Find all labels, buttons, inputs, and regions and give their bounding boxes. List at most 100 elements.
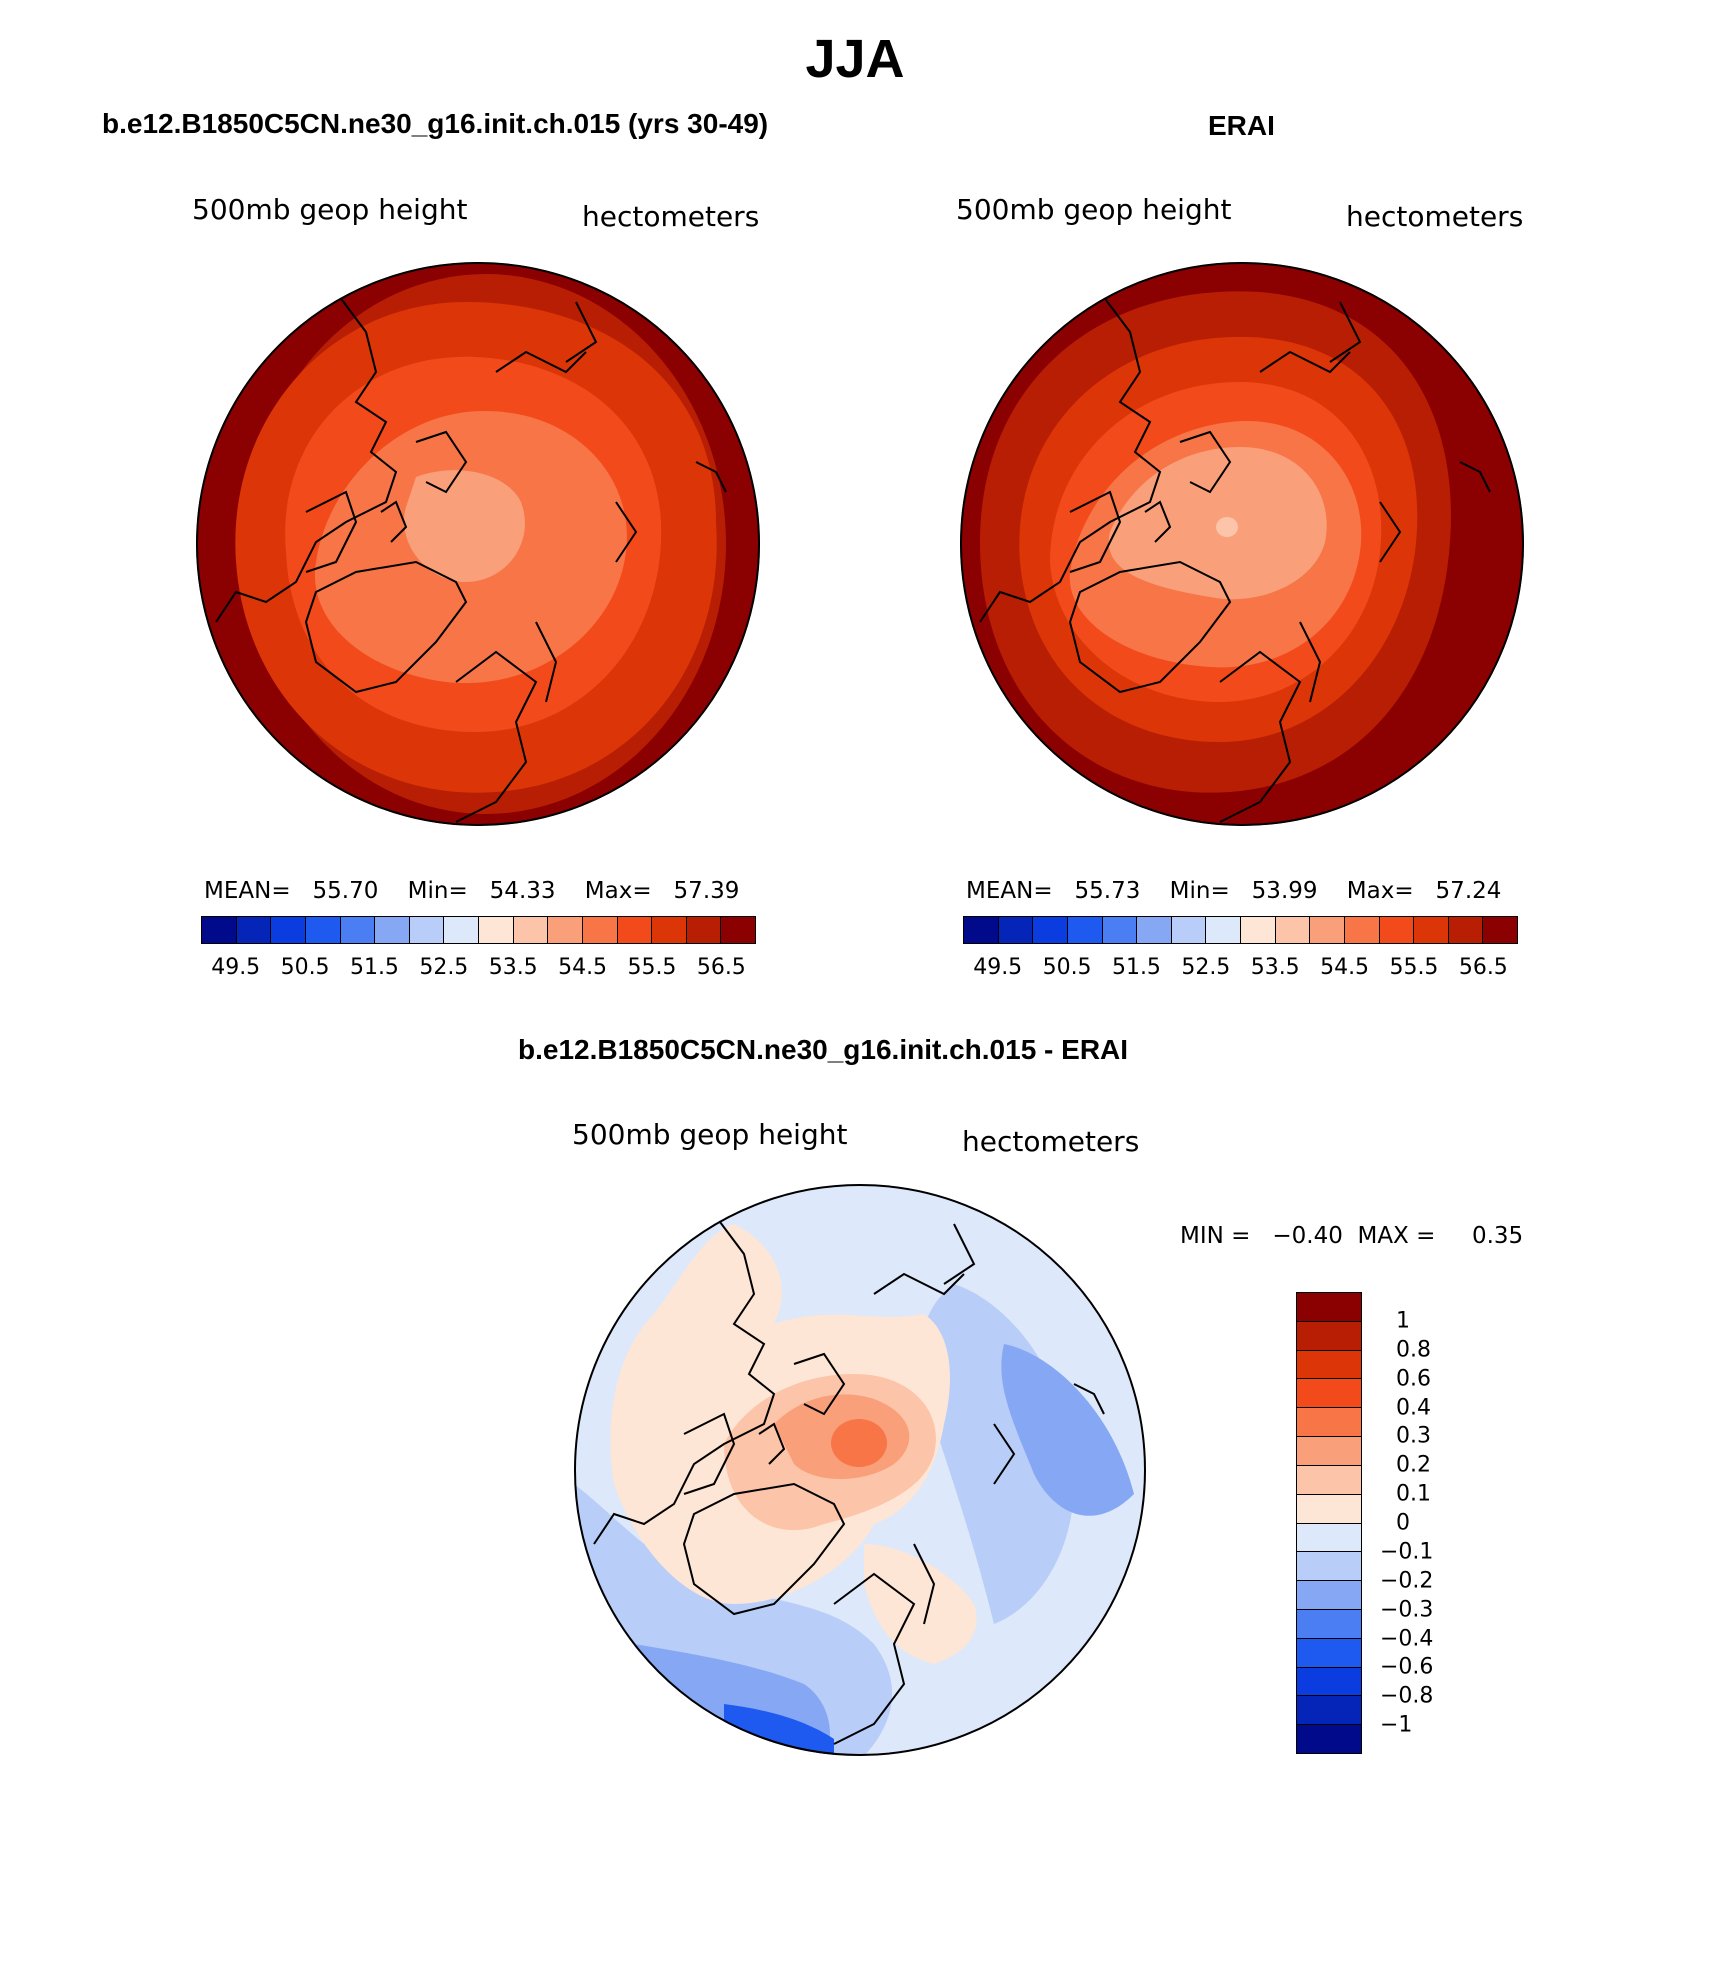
panel1-units: hectometers: [582, 200, 760, 233]
panel2-max-label: Max=: [1346, 878, 1414, 904]
panel3-min-label: MIN =: [1180, 1223, 1251, 1249]
colorbar-level-label: −0.1: [1380, 1539, 1434, 1565]
panel2-title: ERAI: [1208, 110, 1275, 141]
panel3-region-0-to-0-1-scandinavia: [864, 1544, 977, 1664]
colorbar-tick-label: 50.5: [280, 955, 330, 980]
panel1-variable: 500mb geop height: [192, 193, 468, 226]
colorbar-level-label: −1: [1380, 1712, 1413, 1738]
panel3-title: b.e12.B1850C5CN.ne30_g16.init.ch.015 - E…: [518, 1034, 1129, 1065]
colorbar-level-label: −0.3: [1380, 1597, 1434, 1623]
panel3-coastlines: [593, 1213, 1105, 1745]
colorbar-level-label: 0.2: [1396, 1452, 1431, 1478]
colorbar-swatch: [1297, 1437, 1361, 1466]
colorbar-swatch: [1483, 917, 1517, 943]
colorbar-tick-label: 51.5: [1111, 955, 1161, 980]
colorbar-level-label: −0.8: [1380, 1683, 1434, 1709]
colorbar-swatch: [1297, 1609, 1361, 1639]
colorbar-swatch: [1297, 1667, 1361, 1697]
panel2-colorbar-ticks: 49.5 50.5 51.5 52.5 53.5 54.5 55.5 56.5: [963, 955, 1518, 985]
colorbar-level-label: −0.2: [1380, 1568, 1434, 1594]
panel3-max-label: MAX =: [1357, 1223, 1436, 1249]
colorbar-swatch: [1297, 1552, 1361, 1582]
colorbar-tick-label: 56.5: [696, 955, 746, 980]
colorbar-tick-label: 49.5: [973, 955, 1023, 980]
colorbar-tick-label: 55.5: [1389, 955, 1439, 980]
panel3-colorbar: [1296, 1292, 1362, 1754]
panel3-colorbar-labels: 1 0.8 0.6 0.4 0.3 0.2 0.1 0 −0.1 −0.2 −0.3 −0.4 −0.6…: [1380, 1292, 1500, 1754]
panel3-min-value: −0.40: [1272, 1223, 1343, 1249]
colorbar-tick-label: 50.5: [1042, 955, 1092, 980]
colorbar-swatch: [1414, 917, 1449, 943]
colorbar-swatch: [1137, 917, 1172, 943]
colorbar-swatch: [1344, 917, 1380, 943]
colorbar-tick-label: 52.5: [1181, 955, 1231, 980]
colorbar-level-label: −0.4: [1380, 1626, 1434, 1651]
colorbar-swatch: [409, 917, 445, 943]
colorbar-swatch: [1033, 917, 1068, 943]
panel1-contour-54-0: [404, 470, 525, 582]
panel1-colorbar: [201, 916, 756, 944]
colorbar-swatch: [444, 917, 479, 943]
colorbar-swatch: [1297, 1494, 1361, 1524]
panel1-title: b.e12.B1850C5CN.ne30_g16.init.ch.015 (yr…: [102, 108, 769, 139]
colorbar-tick-label: 51.5: [349, 955, 399, 980]
colorbar-swatch: [1275, 917, 1311, 943]
colorbar-swatch: [1297, 1725, 1361, 1753]
colorbar-level-label: 0.6: [1396, 1366, 1431, 1392]
colorbar-swatch: [1297, 1638, 1361, 1668]
colorbar-swatch: [1297, 1523, 1361, 1553]
colorbar-swatch: [375, 917, 410, 943]
panel2-variable: 500mb geop height: [956, 193, 1232, 226]
colorbar-level-label: 0.3: [1396, 1423, 1431, 1449]
colorbar-swatch: [582, 917, 618, 943]
panel2-min-label: Min=: [1169, 878, 1230, 904]
colorbar-swatch: [1297, 1350, 1361, 1380]
colorbar-swatch: [513, 917, 549, 943]
colorbar-level-label: 0: [1396, 1510, 1410, 1536]
colorbar-swatch: [1102, 917, 1138, 943]
panel3-units: hectometers: [962, 1125, 1140, 1158]
colorbar-tick-label: 56.5: [1458, 955, 1508, 980]
colorbar-swatch: [305, 917, 341, 943]
panel3-max-value: 0.35: [1471, 1223, 1524, 1249]
colorbar-swatch: [1297, 1465, 1361, 1495]
colorbar-swatch: [1241, 917, 1276, 943]
colorbar-level-label: 0.8: [1396, 1337, 1431, 1363]
colorbar-tick-label: 53.5: [488, 955, 538, 980]
colorbar-swatch: [340, 917, 376, 943]
colorbar-swatch: [1067, 917, 1103, 943]
colorbar-level-label: 0.4: [1396, 1395, 1431, 1420]
panel3-minmax: MIN = −0.40 MAX = 0.35: [1180, 1223, 1523, 1249]
colorbar-swatch: [1297, 1293, 1361, 1322]
colorbar-swatch: [617, 917, 653, 943]
colorbar-swatch: [479, 917, 514, 943]
colorbar-swatch: [1206, 917, 1241, 943]
panel2-coastlines: [979, 291, 1491, 823]
colorbar-swatch: [271, 917, 306, 943]
panel1-mean-value: 55.70: [312, 878, 379, 904]
colorbar-level-label: 1: [1396, 1308, 1410, 1334]
panel1-colorbar-ticks: 49.5 50.5 51.5 52.5 53.5 54.5 55.5 56.5: [201, 955, 756, 985]
figure-title: JJA: [805, 29, 905, 89]
colorbar-swatch: [202, 917, 237, 943]
panel3-region-0-3-to-0-4: [831, 1419, 887, 1467]
panel3-variable: 500mb geop height: [572, 1118, 848, 1151]
colorbar-swatch: [548, 917, 583, 943]
panel1-mean-label: MEAN=: [204, 878, 291, 904]
colorbar-tick-label: 55.5: [627, 955, 677, 980]
colorbar-level-label: 0.1: [1396, 1481, 1431, 1507]
panel2-stats: MEAN= 55.73 Min= 53.99 Max= 57.24: [966, 878, 1501, 904]
colorbar-swatch: [1297, 1379, 1361, 1409]
colorbar-swatch: [1297, 1696, 1361, 1726]
panel2-max-value: 57.24: [1435, 878, 1502, 904]
colorbar-swatch: [964, 917, 999, 943]
colorbar-tick-label: 49.5: [211, 955, 261, 980]
panel2-mean-value: 55.73: [1074, 878, 1141, 904]
panel2-mean-label: MEAN=: [966, 878, 1053, 904]
colorbar-swatch: [1379, 917, 1415, 943]
colorbar-tick-label: 54.5: [558, 955, 608, 980]
panel1-coastlines: [215, 291, 727, 823]
colorbar-swatch: [1297, 1581, 1361, 1610]
panel3-region-minus-0-3-east: [1001, 1344, 1134, 1516]
panel1-min-label: Min=: [407, 878, 468, 904]
